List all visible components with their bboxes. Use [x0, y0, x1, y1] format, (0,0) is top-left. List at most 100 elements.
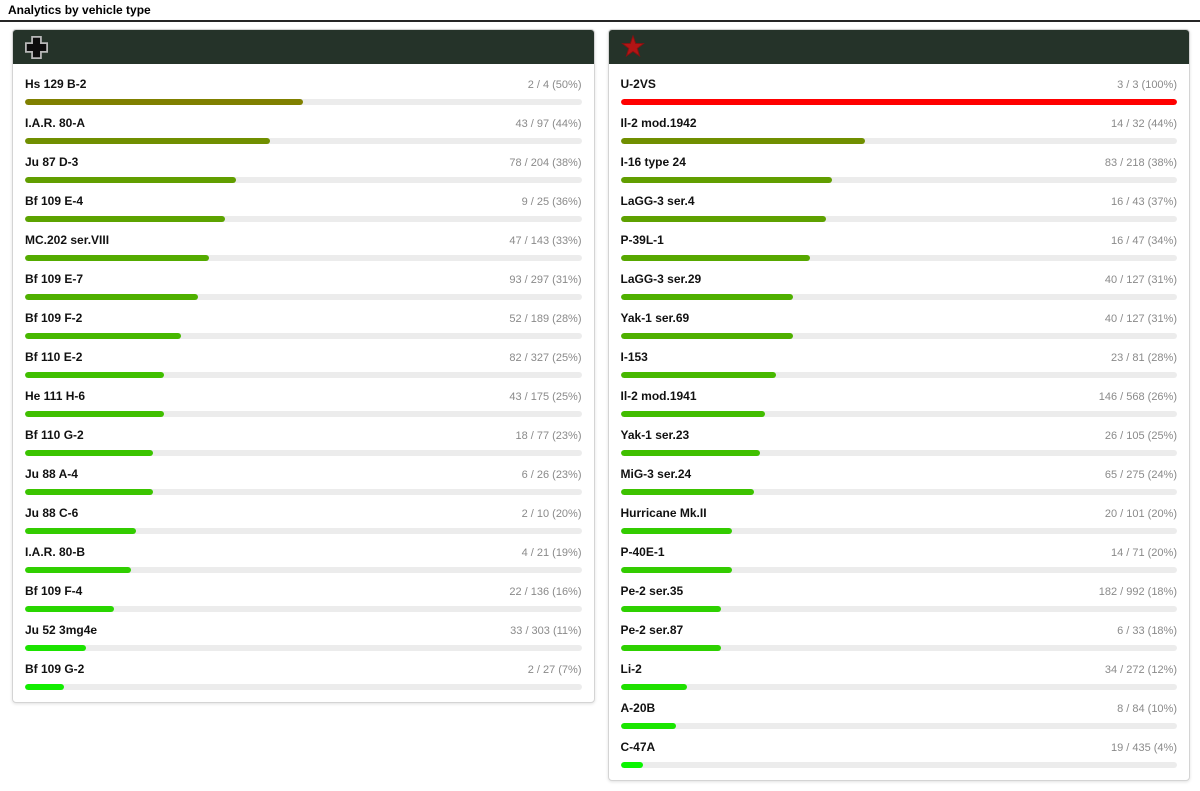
progress-fill — [25, 255, 209, 261]
progress-track — [25, 294, 582, 300]
progress-fill — [620, 606, 721, 612]
progress-track — [620, 606, 1177, 612]
vehicle-stats: 19 / 435 (4%) — [1110, 742, 1177, 754]
progress-track — [25, 333, 582, 339]
vehicle-name: Bf 109 G-2 — [25, 662, 85, 676]
vehicle-stats: 83 / 218 (38%) — [1104, 157, 1177, 169]
vehicle-stats: 52 / 189 (28%) — [509, 313, 582, 325]
progress-fill — [620, 762, 643, 768]
progress-fill — [25, 606, 115, 612]
progress-track — [25, 645, 582, 651]
vehicle-row: P-39L-1 16 / 47 (34%) — [620, 222, 1177, 261]
vehicle-row: Bf 109 F-4 22 / 136 (16%) — [25, 573, 582, 612]
progress-fill — [620, 216, 827, 222]
panel-germany: Hs 129 B-2 2 / 4 (50%) I.A.R. 80-A 43 / 97 … — [12, 29, 595, 703]
progress-track — [25, 216, 582, 222]
progress-track — [620, 99, 1177, 105]
progress-fill — [620, 255, 810, 261]
progress-track — [620, 723, 1177, 729]
progress-fill — [25, 99, 304, 105]
vehicle-name: I.A.R. 80-B — [25, 545, 86, 559]
vehicle-name: Hs 129 B-2 — [25, 77, 87, 91]
progress-fill — [620, 294, 793, 300]
vehicle-stats: 20 / 101 (20%) — [1104, 508, 1177, 520]
progress-fill — [25, 450, 153, 456]
vehicle-name: Li-2 — [620, 662, 642, 676]
progress-fill — [620, 450, 760, 456]
vehicle-row: Bf 109 E-7 93 / 297 (31%) — [25, 261, 582, 300]
vehicle-stats: 23 / 81 (28%) — [1110, 352, 1177, 364]
vehicle-stats: 3 / 3 (100%) — [1117, 79, 1177, 91]
vehicle-row: Il-2 mod.1942 14 / 32 (44%) — [620, 105, 1177, 144]
vehicle-stats: 16 / 47 (34%) — [1110, 235, 1177, 247]
vehicle-stats: 9 / 25 (36%) — [521, 196, 582, 208]
vehicle-name: LaGG-3 ser.29 — [620, 272, 702, 286]
vehicle-name: Ju 88 A-4 — [25, 467, 78, 481]
vehicle-row: Bf 110 E-2 82 / 327 (25%) — [25, 339, 582, 378]
vehicle-name: Hurricane Mk.II — [620, 506, 707, 520]
vehicle-name: Yak-1 ser.23 — [620, 428, 690, 442]
vehicle-row: Bf 109 E-4 9 / 25 (36%) — [25, 183, 582, 222]
vehicle-row: He 111 H-6 43 / 175 (25%) — [25, 378, 582, 417]
progress-track — [25, 567, 582, 573]
vehicle-list-ussr: U-2VS 3 / 3 (100%) Il-2 mod.1942 14 / 32 (4… — [609, 64, 1190, 780]
progress-fill — [620, 99, 1177, 105]
progress-track — [620, 255, 1177, 261]
vehicle-name: Bf 110 E-2 — [25, 350, 83, 364]
progress-track — [620, 138, 1177, 144]
panel-ussr: U-2VS 3 / 3 (100%) Il-2 mod.1942 14 / 32 (4… — [607, 29, 1190, 781]
progress-track — [25, 138, 582, 144]
vehicle-name: Ju 87 D-3 — [25, 155, 79, 169]
vehicle-name: Bf 109 E-7 — [25, 272, 84, 286]
vehicle-stats: 146 / 568 (26%) — [1098, 391, 1177, 403]
progress-track — [25, 489, 582, 495]
vehicle-row: C-47A 19 / 435 (4%) — [620, 729, 1177, 768]
vehicle-name: Ju 52 3mg4e — [25, 623, 98, 637]
vehicle-stats: 182 / 992 (18%) — [1098, 586, 1177, 598]
vehicle-stats: 82 / 327 (25%) — [509, 352, 582, 364]
progress-fill — [25, 489, 153, 495]
vehicle-stats: 6 / 26 (23%) — [521, 469, 582, 481]
vehicle-row: LaGG-3 ser.4 16 / 43 (37%) — [620, 183, 1177, 222]
vehicle-row: A-20B 8 / 84 (10%) — [620, 690, 1177, 729]
vehicle-name: Bf 109 F-4 — [25, 584, 83, 598]
progress-track — [620, 684, 1177, 690]
vehicle-name: P-39L-1 — [620, 233, 664, 247]
vehicle-stats: 14 / 32 (44%) — [1110, 118, 1177, 130]
progress-fill — [620, 645, 721, 651]
vehicle-row: Hurricane Mk.II 20 / 101 (20%) — [620, 495, 1177, 534]
vehicle-stats: 40 / 127 (31%) — [1104, 313, 1177, 325]
vehicle-name: I.A.R. 80-A — [25, 116, 86, 130]
progress-track — [620, 333, 1177, 339]
progress-track — [25, 372, 582, 378]
vehicle-stats: 47 / 143 (33%) — [509, 235, 582, 247]
vehicle-row: U-2VS 3 / 3 (100%) — [620, 66, 1177, 105]
vehicle-row: Li-2 34 / 272 (12%) — [620, 651, 1177, 690]
progress-fill — [620, 528, 732, 534]
vehicle-row: Bf 110 G-2 18 / 77 (23%) — [25, 417, 582, 456]
vehicle-name: Bf 109 E-4 — [25, 194, 84, 208]
progress-track — [620, 372, 1177, 378]
vehicle-name: LaGG-3 ser.4 — [620, 194, 695, 208]
progress-fill — [620, 138, 866, 144]
progress-track — [25, 450, 582, 456]
progress-fill — [25, 138, 270, 144]
vehicle-stats: 14 / 71 (20%) — [1110, 547, 1177, 559]
progress-track — [25, 177, 582, 183]
vehicle-row: Ju 88 A-4 6 / 26 (23%) — [25, 456, 582, 495]
vehicle-row: P-40E-1 14 / 71 (20%) — [620, 534, 1177, 573]
progress-track — [620, 450, 1177, 456]
vehicle-stats: 4 / 21 (19%) — [521, 547, 582, 559]
vehicle-stats: 43 / 97 (44%) — [515, 118, 582, 130]
vehicle-name: Il-2 mod.1942 — [620, 116, 697, 130]
progress-track — [25, 255, 582, 261]
vehicle-row: Bf 109 G-2 2 / 27 (7%) — [25, 651, 582, 690]
progress-fill — [25, 294, 198, 300]
vehicle-name: Ju 88 C-6 — [25, 506, 79, 520]
progress-fill — [620, 567, 732, 573]
vehicle-stats: 93 / 297 (31%) — [509, 274, 582, 286]
vehicle-stats: 65 / 275 (24%) — [1104, 469, 1177, 481]
progress-fill — [25, 567, 131, 573]
vehicle-row: Ju 87 D-3 78 / 204 (38%) — [25, 144, 582, 183]
